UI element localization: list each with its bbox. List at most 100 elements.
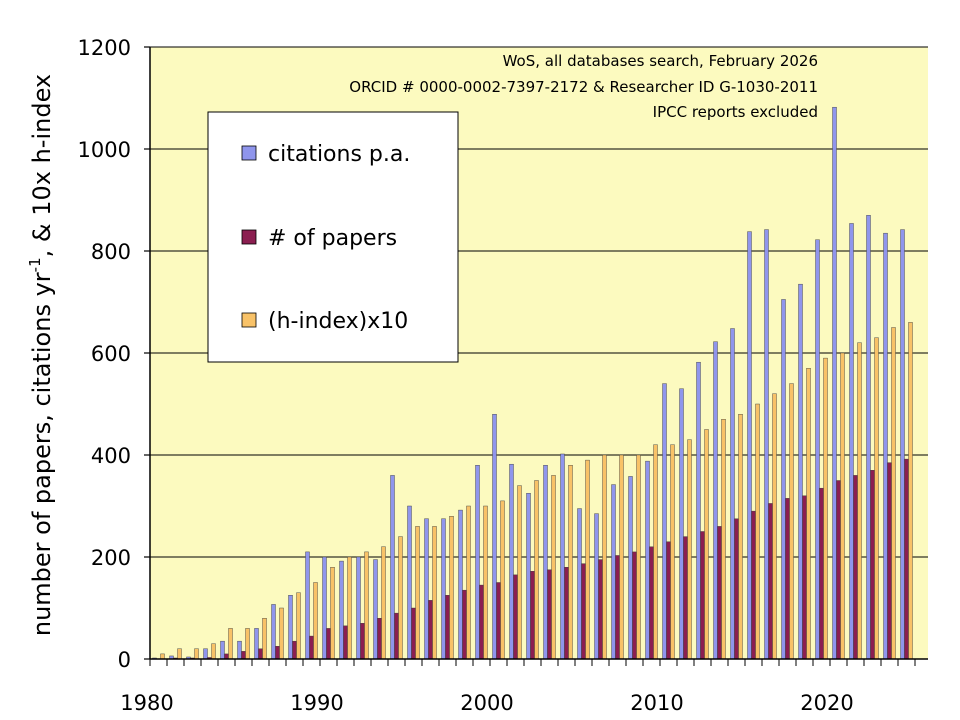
y-tick-label-1000: 1000 [78,138,131,162]
bar-citations-2011 [662,383,667,660]
bar-citations-2022 [849,223,854,660]
legend: citations p.a. # of papers (h-index)x10 [207,111,459,363]
bar-papers-2025 [904,458,909,660]
bar-hindex-2024 [891,327,896,660]
bar-hindex-2007 [602,454,607,660]
bar-hindex-2005 [568,465,573,660]
bar-hindex-2008 [619,454,624,660]
legend-swatch-papers [241,229,257,245]
legend-label-papers: # of papers [268,226,397,251]
bar-papers-2009 [632,551,637,660]
annotation-source: WoS, all databases search, February 2026 [503,52,818,70]
bar-citations-2014 [713,341,718,660]
bar-citations-2023 [866,215,871,660]
bar-hindex-2006 [585,459,590,660]
x-tick-label-2010: 2010 [630,691,683,715]
y-axis-label-main: number of papers, citations yr [28,272,56,636]
bar-citations-2002 [509,463,514,660]
bar-hindex-2017 [772,393,777,660]
bar-papers-2010 [649,546,654,660]
bar-citations-2013 [696,361,701,660]
bar-citations-2001 [492,414,497,660]
annotation-orcid: ORCID # 0000-0002-7397-2172 & Researcher… [349,78,818,96]
bar-papers-2017 [768,503,773,660]
y-tick-label-400: 400 [91,444,131,468]
bar-citations-2017 [764,229,769,660]
bar-hindex-2010 [653,444,658,660]
bar-hindex-2020 [823,357,828,660]
bar-hindex-2016 [755,403,760,660]
bar-hindex-2022 [857,342,862,660]
y-tick-label-1200: 1200 [78,36,131,60]
bar-hindex-1999 [466,505,471,660]
bars [152,106,913,660]
y-tick-labels: 0 200 400 600 800 1000 1200 [78,36,131,672]
bar-papers-2018 [785,498,790,660]
bar-papers-1997 [428,600,433,660]
bar-hindex-2013 [704,429,709,660]
legend-label-citations: citations p.a. [268,142,410,167]
legend-swatch-citations [241,145,257,161]
y-tick-label-600: 600 [91,342,131,366]
bar-papers-2002 [513,574,518,660]
bar-papers-1989 [292,640,297,660]
bar-citations-1990 [305,551,310,660]
bar-hindex-1986 [245,628,250,660]
bar-hindex-1981 [160,653,165,660]
bar-citations-1993 [356,556,361,660]
bar-papers-2007 [598,559,603,660]
y-tick-label-0: 0 [118,648,131,672]
bar-papers-2024 [887,462,892,660]
bar-hindex-2021 [840,352,845,660]
bar-citations-1997 [424,518,429,660]
bar-papers-2013 [700,531,705,660]
legend-swatch-hindex [241,312,257,328]
bar-papers-2014 [717,526,722,660]
bar-citations-2020 [815,239,820,660]
bar-citations-2018 [781,299,786,660]
bar-hindex-2000 [483,505,488,660]
bar-citations-2009 [628,476,633,660]
bar-papers-2005 [564,567,569,660]
bar-papers-1987 [258,648,263,660]
bar-papers-2012 [683,536,688,660]
bar-citations-1988 [271,604,276,660]
bar-hindex-1990 [313,582,318,660]
bar-papers-1999 [462,589,467,660]
bar-citations-2019 [798,283,803,660]
bar-papers-1993 [360,623,365,660]
bar-papers-2001 [496,582,501,660]
bar-citations-2000 [475,465,480,660]
x-tick-label-1990: 1990 [290,691,343,715]
bar-hindex-2003 [534,480,539,660]
bar-papers-2008 [615,555,620,660]
bar-citations-1995 [390,475,395,660]
bar-hindex-1992 [347,556,352,660]
bar-hindex-1988 [279,607,284,660]
bar-citations-1989 [288,595,293,660]
bar-papers-2006 [581,563,586,660]
bar-hindex-2004 [551,475,556,660]
bar-citations-1992 [339,560,344,660]
bar-papers-2022 [853,475,858,660]
bar-citations-2006 [577,508,582,660]
bar-hindex-1998 [449,516,454,660]
bar-papers-2003 [530,571,535,660]
bar-hindex-1982 [177,648,182,660]
y-tick-label-200: 200 [91,546,131,570]
bar-papers-2015 [734,518,739,660]
bar-papers-2000 [479,584,484,660]
bar-hindex-1996 [415,526,420,660]
bar-hindex-1991 [330,567,335,660]
bar-papers-1992 [343,625,348,660]
y-axis-label: number of papers, citations yr-1, & 10x … [26,74,56,636]
bar-citations-1994 [373,559,378,660]
bar-citations-1984 [203,648,208,660]
bar-papers-2020 [819,487,824,660]
bar-hindex-2009 [636,454,641,660]
annotation-ipcc: IPCC reports excluded [653,103,818,121]
bar-citations-2008 [611,484,616,660]
bar-hindex-2011 [670,444,675,660]
bar-citations-2010 [645,460,650,660]
